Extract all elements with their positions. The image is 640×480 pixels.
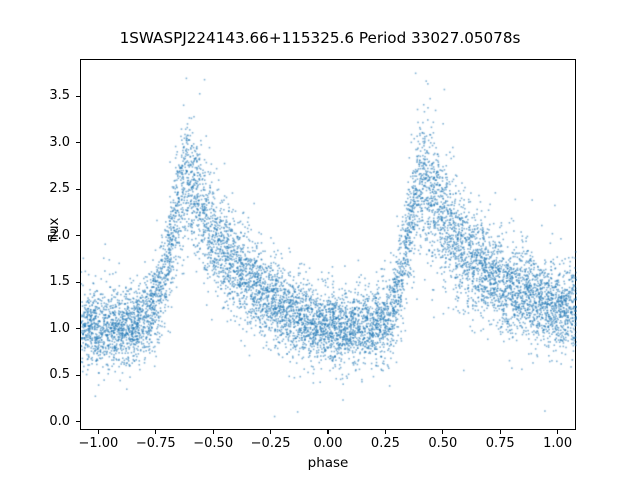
y-tick-mark	[76, 95, 80, 97]
y-tick-mark	[76, 421, 80, 423]
y-axis-label: flux	[46, 217, 62, 243]
y-tick-mark	[76, 235, 80, 237]
x-tick-label: 0.00	[313, 436, 343, 451]
scatter-plot-canvas	[81, 60, 577, 431]
plot-axes	[80, 59, 577, 431]
x-tick-label: −0.50	[193, 436, 234, 451]
x-tick-mark	[212, 430, 214, 434]
x-tick-label: 0.75	[485, 436, 515, 451]
y-tick-label: 0.0	[49, 413, 70, 429]
y-tick-label: 3.5	[49, 88, 70, 104]
x-tick-mark	[557, 430, 559, 434]
y-tick-label: 1.5	[49, 274, 70, 290]
y-tick-mark	[76, 374, 80, 376]
x-tick-mark	[270, 430, 272, 434]
x-tick-mark	[442, 430, 444, 434]
y-tick-mark	[76, 281, 80, 283]
y-tick-mark	[76, 328, 80, 330]
y-tick-label: 2.5	[49, 181, 70, 197]
page-title: 1SWASPJ224143.66+115325.6 Period 33027.0…	[119, 29, 521, 47]
x-tick-mark	[384, 430, 386, 434]
y-tick-label: 1.0	[49, 320, 70, 336]
x-tick-label: 0.25	[370, 436, 400, 451]
y-tick-mark	[76, 142, 80, 144]
y-tick-label: 0.5	[49, 367, 70, 383]
y-tick-label: 3.0	[49, 134, 70, 150]
x-tick-label: −0.75	[135, 436, 176, 451]
y-tick-label: 2.0	[49, 227, 70, 243]
x-tick-label: 1.00	[543, 436, 573, 451]
x-tick-mark	[155, 430, 157, 434]
x-axis-label: phase	[307, 455, 349, 471]
x-tick-label: −1.00	[78, 436, 119, 451]
x-tick-label: 0.50	[428, 436, 458, 451]
y-tick-mark	[76, 188, 80, 190]
x-tick-mark	[327, 430, 329, 434]
x-tick-mark	[499, 430, 501, 434]
x-tick-mark	[97, 430, 99, 434]
x-tick-label: −0.25	[250, 436, 291, 451]
